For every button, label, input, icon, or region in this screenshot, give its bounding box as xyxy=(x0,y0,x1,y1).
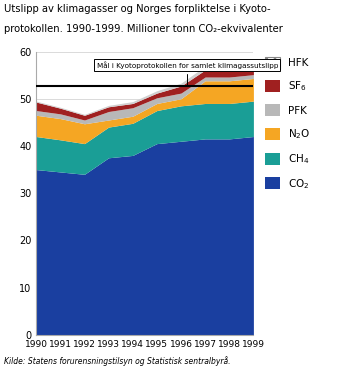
Text: Mål i Kyotoprotokollen for samlet klimagassutslipp: Mål i Kyotoprotokollen for samlet klimag… xyxy=(87,61,278,86)
Text: Utslipp av klimagasser og Norges forpliktelse i Kyoto-: Utslipp av klimagasser og Norges forplik… xyxy=(4,4,270,14)
Text: protokollen. 1990-1999. Millioner tonn CO₂-ekvivalenter: protokollen. 1990-1999. Millioner tonn C… xyxy=(4,24,282,34)
Legend: HFK, SF$_6$, PFK, N$_2$O, CH$_4$, CO$_2$: HFK, SF$_6$, PFK, N$_2$O, CH$_4$, CO$_2$ xyxy=(265,57,311,191)
Text: Kilde: Statens forurensningstilsyn og Statistisk sentralbyrå.: Kilde: Statens forurensningstilsyn og St… xyxy=(4,356,230,366)
